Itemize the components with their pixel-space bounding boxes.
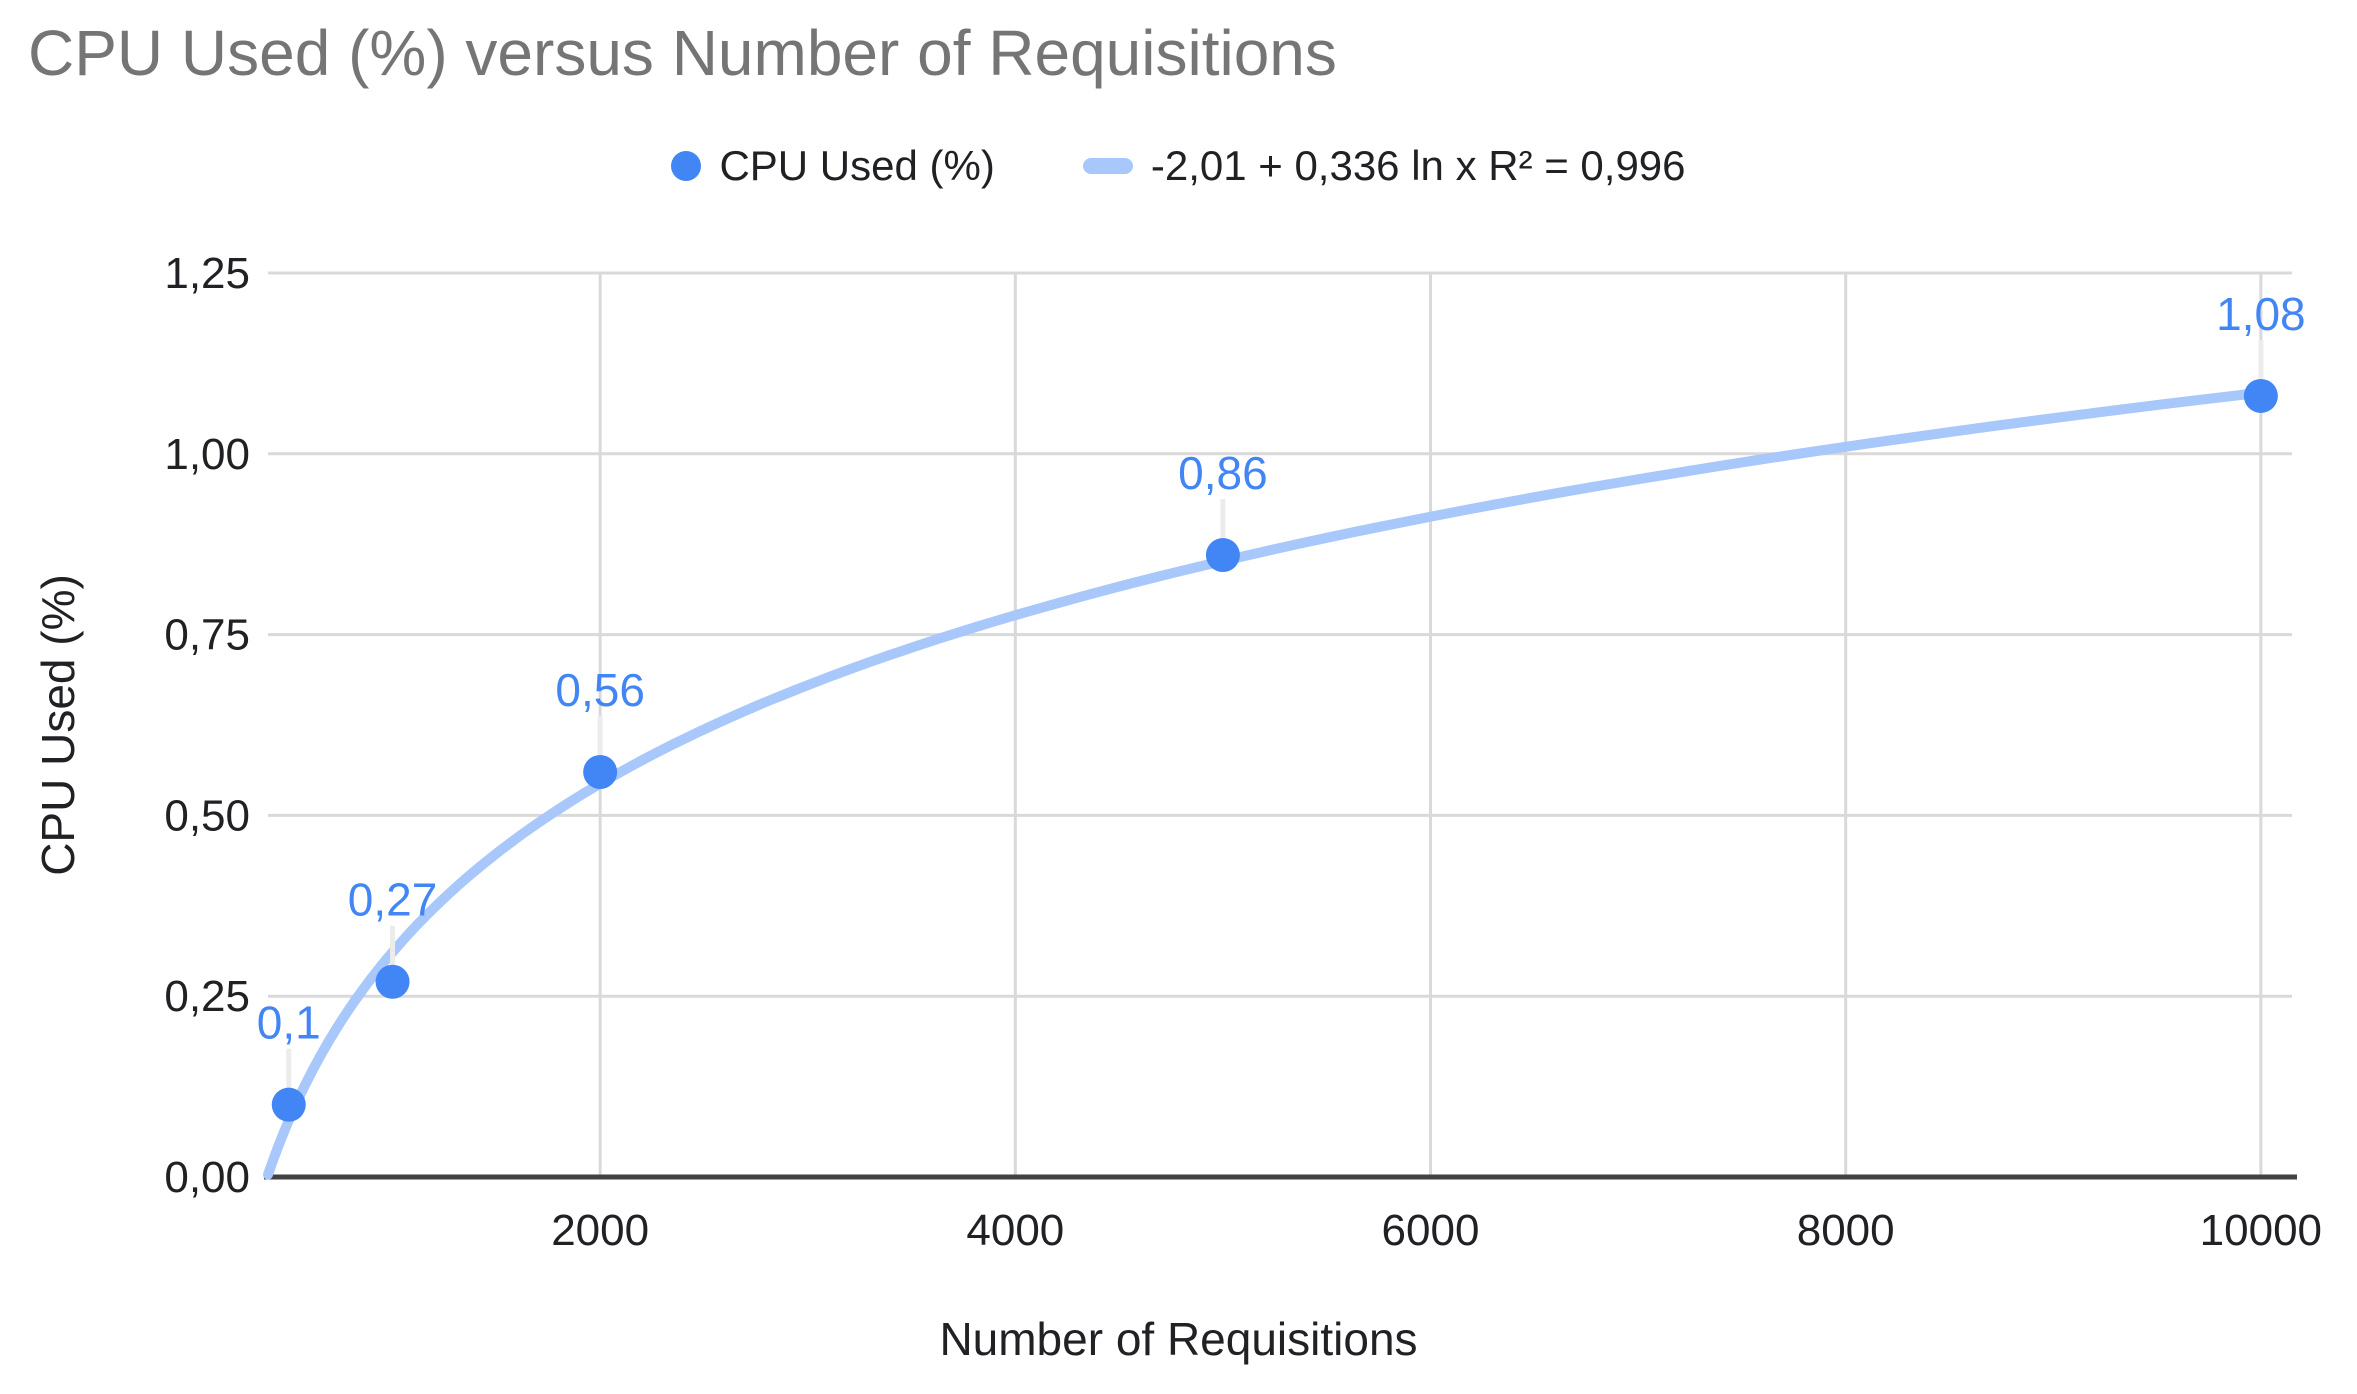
data-point-label: 0,1: [257, 997, 321, 1049]
x-tick-label: 2000: [551, 1206, 649, 1255]
x-tick-label: 6000: [1382, 1206, 1480, 1255]
x-axis-title: Number of Requisitions: [939, 1313, 1418, 1365]
x-tick-label: 8000: [1797, 1206, 1895, 1255]
legend-item-series[interactable]: CPU Used (%): [671, 142, 995, 190]
chart-title: CPU Used (%) versus Number of Requisitio…: [28, 17, 1337, 89]
series-point-swatch-icon: [671, 151, 702, 181]
data-point[interactable]: [583, 755, 618, 790]
x-tick-label: 10000: [2200, 1206, 2322, 1255]
data-point[interactable]: [1205, 538, 1240, 573]
x-tick-label: 4000: [966, 1206, 1064, 1255]
data-point[interactable]: [2243, 378, 2278, 413]
legend-item-trendline[interactable]: -2,01 + 0,336 ln x R² = 0,996: [1082, 142, 1686, 190]
trendline-swatch-icon: [1082, 158, 1133, 174]
data-point-label: 1,08: [2216, 288, 2306, 340]
y-tick-label: 0,00: [164, 1153, 250, 1202]
data-point-label: 0,56: [555, 664, 645, 716]
trendline-legend-label: -2,01 + 0,336 ln x R² = 0,996: [1150, 142, 1686, 189]
y-tick-label: 0,50: [164, 791, 250, 840]
y-tick-label: 1,25: [164, 249, 250, 298]
data-point-label: 0,27: [348, 874, 438, 926]
data-point-label: 0,86: [1178, 447, 1268, 499]
legend: CPU Used (%) -2,01 + 0,336 ln x R² = 0,9…: [0, 142, 2357, 190]
data-point[interactable]: [375, 964, 410, 999]
y-tick-label: 1,00: [164, 430, 250, 479]
data-point[interactable]: [271, 1087, 306, 1122]
series-legend-label: CPU Used (%): [719, 142, 995, 189]
y-axis-title: CPU Used (%): [32, 574, 84, 876]
trendline-path: [263, 387, 2266, 1180]
y-tick-label: 0,25: [164, 972, 250, 1021]
y-tick-label: 0,75: [164, 611, 250, 660]
